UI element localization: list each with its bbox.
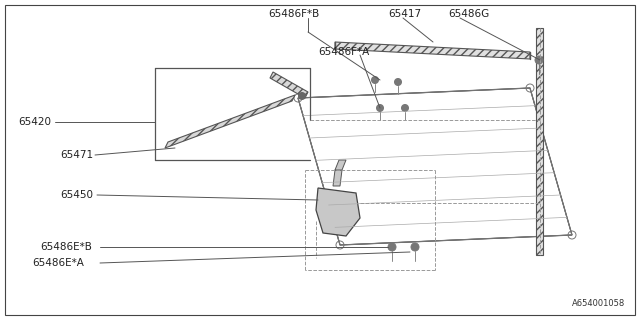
Circle shape: [401, 105, 408, 111]
Text: 65471: 65471: [60, 150, 93, 160]
Polygon shape: [335, 42, 530, 59]
Polygon shape: [316, 188, 360, 236]
Text: 65486F*A: 65486F*A: [318, 47, 369, 57]
Text: 65486E*A: 65486E*A: [32, 258, 84, 268]
Circle shape: [298, 92, 305, 100]
Circle shape: [535, 56, 543, 64]
Text: 65450: 65450: [60, 190, 93, 200]
Circle shape: [411, 243, 419, 251]
Text: 65417: 65417: [388, 9, 421, 19]
Text: 65420: 65420: [18, 117, 51, 127]
Text: 65486E*B: 65486E*B: [40, 242, 92, 252]
Circle shape: [394, 78, 401, 85]
Text: 65486F*B: 65486F*B: [268, 9, 319, 19]
Text: A654001058: A654001058: [572, 299, 625, 308]
Text: 65486G: 65486G: [448, 9, 489, 19]
Polygon shape: [270, 72, 308, 98]
Circle shape: [371, 76, 378, 84]
Circle shape: [376, 105, 383, 111]
Polygon shape: [333, 170, 342, 186]
Polygon shape: [335, 160, 346, 170]
Polygon shape: [536, 28, 543, 255]
Circle shape: [388, 243, 396, 251]
Polygon shape: [165, 95, 295, 148]
